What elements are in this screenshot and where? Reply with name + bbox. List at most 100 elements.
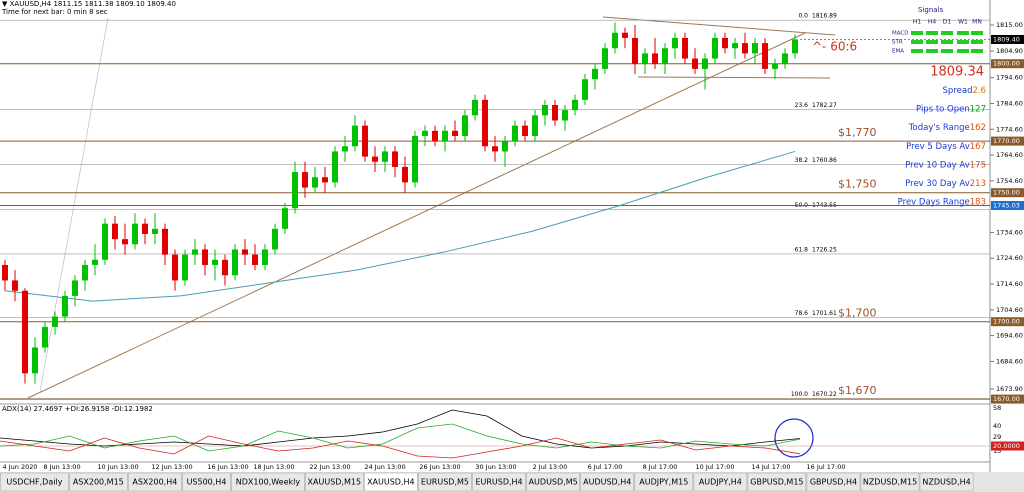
- tab-label[interactable]: NDX100,Weekly: [236, 478, 301, 487]
- trend-line: [39, 17, 109, 393]
- info-label: Prev Days Range: [898, 197, 970, 207]
- candle-body: [22, 290, 28, 374]
- tab[interactable]: [580, 472, 635, 492]
- tab-label[interactable]: ASX200,H4: [132, 478, 177, 487]
- level-box: [991, 188, 1024, 198]
- tab[interactable]: [418, 472, 472, 492]
- tab-label[interactable]: AUDJPY,H4: [699, 478, 742, 487]
- price-tick-label: 1734.60: [996, 228, 1023, 236]
- tab-label[interactable]: AUDJPY,M15: [639, 478, 688, 487]
- tab-label[interactable]: USDCHF,Daily: [6, 478, 62, 487]
- candle-body: [332, 151, 338, 183]
- level-note: $1,770: [838, 126, 877, 139]
- candle-body: [212, 259, 218, 265]
- adx-title: ADX(14) 27.4697 +DI:26.9158 -DI:12.1982: [2, 405, 153, 413]
- time-label: 30 Jun 13:00: [475, 463, 516, 471]
- tab[interactable]: [69, 472, 128, 492]
- level-label: 1770.00: [993, 137, 1020, 145]
- candle-body: [742, 43, 748, 54]
- candle-body: [472, 99, 478, 116]
- moving-average: [4, 150, 796, 302]
- tab[interactable]: [128, 472, 182, 492]
- tab-label[interactable]: AUDUSD,H4: [583, 478, 631, 487]
- candle-body: [222, 259, 228, 276]
- candle-body: [142, 223, 148, 234]
- chart-header: ▼ XAUUSD,H4 1811.15 1811.38 1809.10 1809…: [2, 0, 176, 8]
- info-label: Prev 30 Day Av: [905, 179, 970, 189]
- tab-label[interactable]: NZDUSD,M15: [863, 478, 917, 487]
- candle-body: [562, 110, 568, 121]
- adx-line: [0, 409, 801, 449]
- tab-label[interactable]: ASX200,M15: [73, 478, 124, 487]
- time-label: 24 Jun 13:00: [364, 463, 405, 471]
- fib-ratio: 0.0: [798, 13, 808, 20]
- tab[interactable]: [806, 472, 861, 492]
- level-note: $1,700: [838, 307, 877, 320]
- candle-body: [702, 58, 708, 69]
- tab[interactable]: [919, 472, 974, 492]
- trend-line: [27, 32, 806, 399]
- level-note: $1,750: [838, 178, 877, 191]
- signal-row: MACD: [892, 31, 909, 37]
- tab[interactable]: [304, 472, 364, 492]
- tab[interactable]: [231, 472, 305, 492]
- tab-label[interactable]: NZDUSD,H4: [922, 478, 970, 487]
- candle-body: [232, 249, 238, 276]
- tab[interactable]: [693, 472, 748, 492]
- signal-bar: [911, 40, 923, 44]
- info-line: Prev 10 Day Av175: [905, 160, 986, 170]
- time-label: 2 Jul 13:00: [533, 463, 568, 471]
- candle-body: [772, 63, 778, 69]
- candle-body: [722, 37, 728, 49]
- tab[interactable]: [634, 472, 694, 492]
- tab[interactable]: [0, 472, 69, 492]
- time-label: 12 Jun 13:00: [151, 463, 192, 471]
- signal-bar: [911, 49, 923, 53]
- tab[interactable]: [472, 472, 526, 492]
- level-box: [991, 201, 1024, 211]
- tab[interactable]: [182, 472, 231, 492]
- info-value: 175: [970, 160, 986, 170]
- level-label: 1800.00: [993, 60, 1020, 68]
- fib-ratio: 61.8: [795, 246, 809, 253]
- info-line: Pips to Open127: [916, 104, 986, 114]
- price-tick-label: 1754.60: [996, 177, 1023, 185]
- signal-bar: [957, 31, 969, 35]
- signal-bar: [971, 31, 983, 35]
- tab-label[interactable]: EURUSD,H4: [475, 478, 522, 487]
- time-label: 10 Jul 17:00: [696, 463, 735, 471]
- fib-price: 1782.27: [812, 102, 837, 109]
- candle-body: [592, 68, 598, 80]
- candle-body: [282, 208, 288, 229]
- candle-body: [662, 48, 668, 64]
- candle-body: [392, 151, 398, 167]
- signal-bar: [926, 49, 938, 53]
- candle-body: [112, 223, 118, 240]
- info-label: Prev 5 Days Av: [906, 141, 970, 151]
- time-label: 26 Jun 13:00: [419, 463, 460, 471]
- candle-body: [2, 264, 8, 281]
- tab[interactable]: [526, 472, 580, 492]
- level-box: [991, 136, 1024, 146]
- tab[interactable]: [363, 472, 418, 492]
- tab[interactable]: [860, 472, 920, 492]
- candle-body: [162, 228, 168, 255]
- candle-body: [152, 228, 158, 234]
- tab-label[interactable]: GBPUSD,M15: [750, 478, 803, 487]
- adx-line: [0, 423, 801, 452]
- signal-column: MN: [972, 19, 982, 26]
- tab-label[interactable]: AUDUSD,M5: [529, 478, 578, 487]
- signal-column: D1: [943, 19, 952, 26]
- tab-label[interactable]: EURUSD,M5: [421, 478, 469, 487]
- candle-body: [52, 316, 58, 327]
- candle-body: [422, 130, 428, 136]
- tab-label[interactable]: XAUUSD,M15: [308, 478, 362, 487]
- candle-body: [42, 326, 48, 348]
- candle-body: [242, 249, 248, 255]
- tab[interactable]: [747, 472, 807, 492]
- tab-label[interactable]: XAUUSD,H4: [367, 478, 415, 487]
- tab-label[interactable]: US500,H4: [187, 478, 227, 487]
- candle-body: [762, 43, 768, 69]
- tab-label[interactable]: GBPUSD,H4: [810, 478, 857, 487]
